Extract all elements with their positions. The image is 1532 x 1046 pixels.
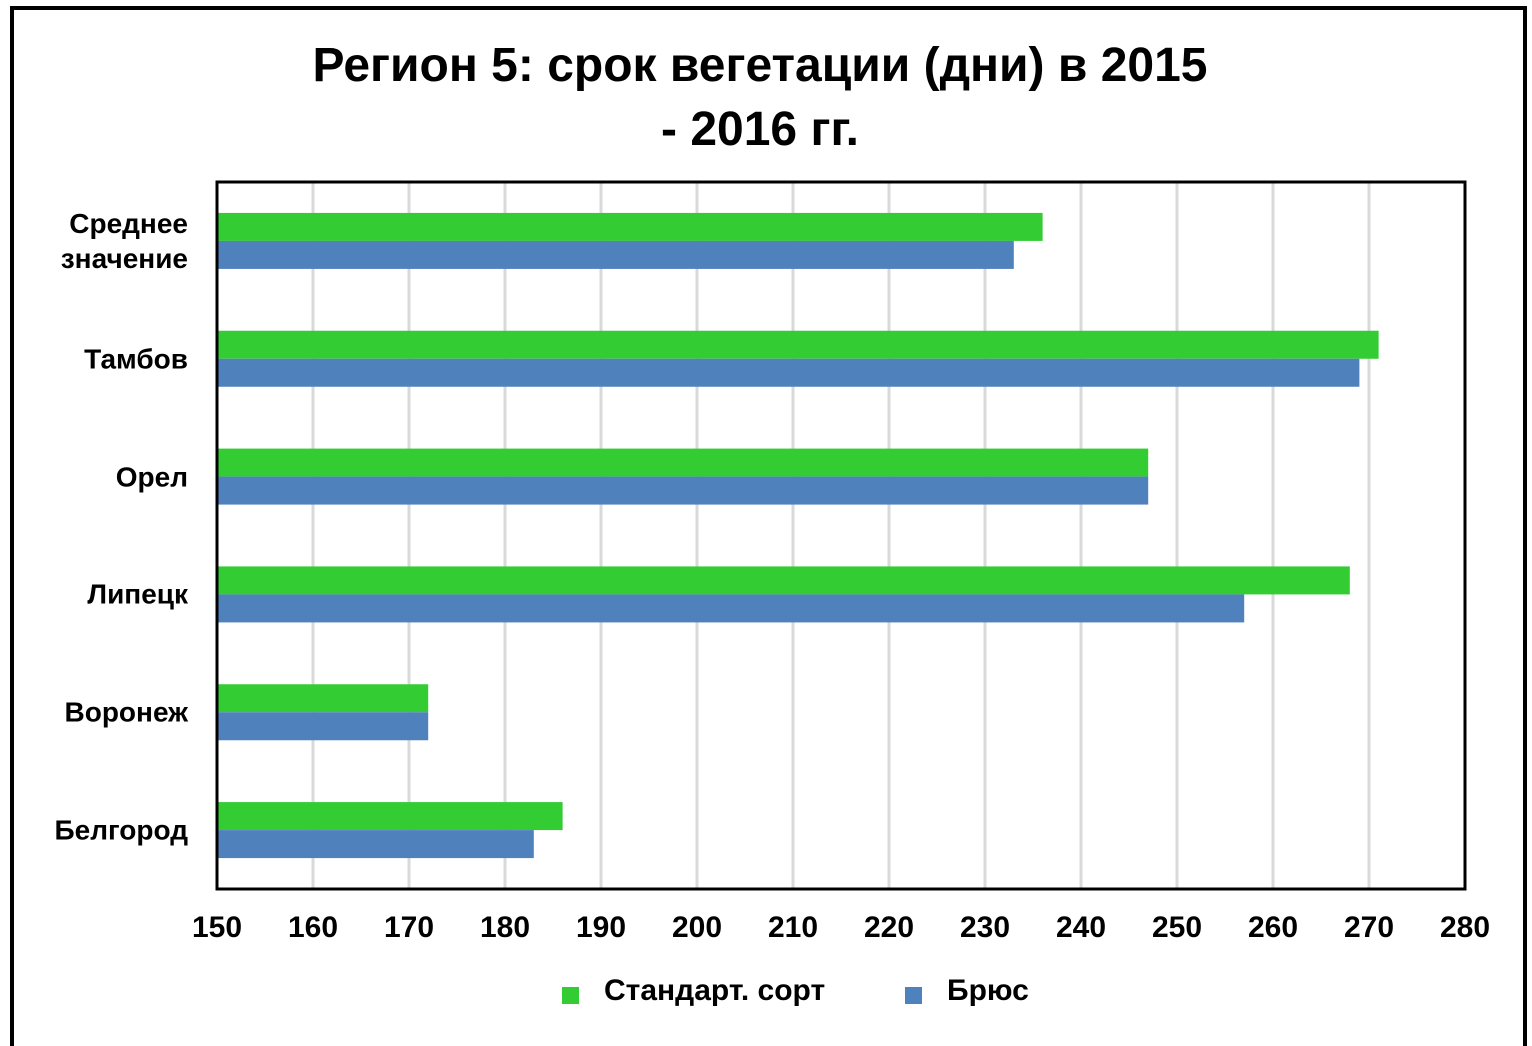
bar [217,212,1043,241]
y-tick-label: Липецк [87,578,188,610]
bar [217,684,429,713]
x-tick-label: 260 [1248,911,1298,944]
y-tick-label: Орел [115,461,188,493]
y-tick-label: Тамбов [84,343,188,375]
bar [217,448,1149,477]
y-tick-label: Среднее значение [60,207,188,274]
x-tick-label: 280 [1440,911,1490,944]
x-tick-label: 150 [192,911,242,944]
bar [217,802,563,831]
x-tick-label: 200 [672,911,722,944]
x-tick-label: 190 [576,911,626,944]
bar [217,830,534,859]
x-tick-label: 180 [480,911,530,944]
legend-swatch [905,987,922,1004]
x-tick-label: 160 [288,911,338,944]
bar [217,594,1245,623]
x-tick-label: 170 [384,911,434,944]
y-tick-label: Воронеж [64,696,189,728]
y-tick-label: Белгород [54,814,189,846]
x-tick-label: 220 [864,911,914,944]
frame [10,6,1527,1046]
bar [217,358,1360,387]
x-tick-label: 250 [1152,911,1202,944]
x-tick-label: 210 [768,911,818,944]
x-tick-label: 230 [960,911,1010,944]
bar [217,330,1379,359]
legend-label: Стандарт. сорт [604,974,825,1007]
legend-swatch [562,987,579,1004]
chart-title: Регион 5: срок вегетации (дни) в 2015 - … [312,39,1208,156]
bar [217,240,1014,269]
plot-border [215,180,1467,891]
bar [217,712,429,741]
legend-label: Брюс [947,974,1029,1007]
x-tick-label: 240 [1056,911,1106,944]
x-tick-label: 270 [1344,911,1394,944]
bar [217,476,1149,505]
bar [217,566,1350,595]
